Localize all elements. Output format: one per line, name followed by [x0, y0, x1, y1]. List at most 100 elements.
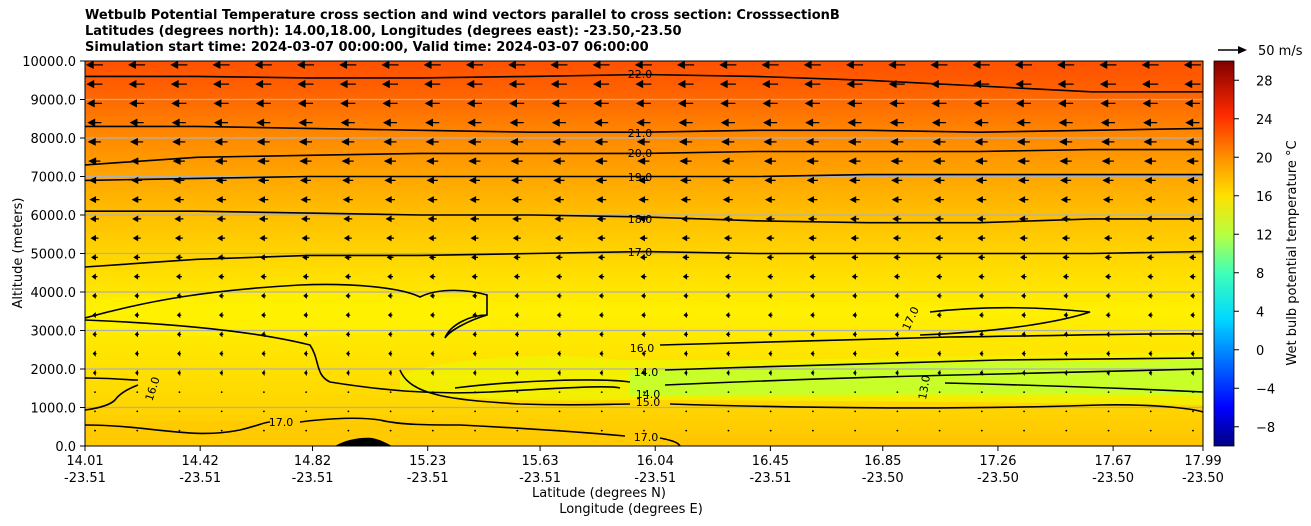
wind-vector [345, 331, 351, 338]
wind-vector [1021, 292, 1027, 299]
wind-vector [510, 157, 523, 165]
wind-vector [806, 176, 818, 184]
wind-vector [431, 410, 434, 413]
wind-vector [1023, 410, 1025, 413]
wind-vector [92, 369, 97, 376]
wind-vector [846, 99, 863, 108]
wind-vector [1014, 61, 1032, 70]
wind-vector [683, 331, 688, 338]
wind-vector [174, 234, 183, 242]
colorbar-tick-label: 8 [1256, 267, 1264, 282]
wind-vector [512, 215, 522, 223]
wind-vector [387, 292, 393, 299]
wind-vector [1023, 429, 1025, 432]
x-tick-lat: 17.67 [1095, 454, 1132, 469]
wind-vector [87, 118, 102, 127]
wind-vector [129, 99, 145, 108]
wind-vector [808, 234, 817, 242]
wind-vector [257, 157, 270, 165]
wind-vector [431, 429, 434, 432]
wind-vector [805, 118, 820, 127]
wind-vector [931, 118, 947, 127]
wind-vector [1149, 429, 1152, 432]
wind-vector [1141, 61, 1159, 70]
wind-vector [551, 99, 567, 108]
wind-vector [635, 99, 651, 108]
wind-vector [1021, 350, 1026, 357]
wind-vector [133, 254, 141, 261]
wind-vector [889, 118, 904, 127]
contour-18 [85, 210, 1203, 224]
wind-vector [218, 312, 224, 319]
wind-vector [1105, 292, 1111, 299]
wind-vector [725, 273, 731, 280]
wind-vector [134, 312, 140, 319]
x-tick-lon: -23.50 [862, 471, 904, 486]
wind-vector [557, 350, 562, 357]
wind-vector [596, 196, 607, 204]
wind-vector [388, 350, 393, 357]
wind-vector [978, 273, 985, 280]
wind-vector [213, 99, 229, 108]
wind-vector [852, 312, 857, 319]
wind-vector [1184, 79, 1201, 89]
wind-vector [303, 369, 308, 376]
x-tick-lon: -23.50 [1182, 471, 1224, 486]
wind-vector [1147, 292, 1153, 299]
x-tick-lon: -23.51 [407, 471, 449, 486]
wind-vector [848, 176, 861, 184]
wind-vector [769, 391, 772, 393]
colorbar-label: Wet bulb potential temperature °C [1285, 140, 1300, 365]
wind-vector [599, 331, 604, 338]
wind-vector [936, 292, 942, 299]
wind-vector [176, 331, 182, 338]
wind-vector [1192, 410, 1194, 413]
wind-vector [298, 137, 313, 146]
wind-vector [637, 157, 650, 165]
wind-vector [769, 410, 772, 413]
wind-vector [678, 118, 693, 127]
wind-vector [720, 118, 735, 127]
wind-vector [305, 391, 308, 393]
wind-vector [762, 99, 778, 108]
wind-vector [344, 273, 351, 280]
wind-vector [600, 391, 603, 393]
wind-vector [551, 118, 566, 127]
wind-vector [1061, 234, 1070, 242]
wind-vector [678, 137, 693, 146]
wind-vector [936, 273, 943, 280]
title-line-1: Wetbulb Potential Temperature cross sect… [85, 8, 840, 23]
wind-vector [727, 391, 730, 393]
wind-vector [1019, 234, 1028, 242]
wind-vector [1058, 99, 1074, 108]
wind-vector [219, 331, 224, 338]
wind-vector [134, 292, 140, 299]
wind-vector [1143, 157, 1157, 165]
wind-vector [643, 391, 645, 393]
x-tick-lat: 17.99 [1184, 454, 1221, 469]
wind-vector [508, 61, 526, 70]
colorbar-tick-label: −4 [1256, 382, 1275, 397]
contour-lines [85, 73, 1203, 268]
wind-vector [1192, 429, 1194, 432]
wind-vector [980, 429, 983, 432]
wind-vector [347, 429, 350, 432]
wind-vector [467, 118, 482, 127]
wind-vector [134, 331, 139, 338]
wind-vector [170, 61, 188, 70]
wind-vector [888, 79, 905, 89]
wind-vector [468, 176, 480, 184]
y-tick-label: 6000.0 [31, 209, 77, 224]
wind-vector [1104, 254, 1112, 261]
wind-vector [510, 137, 524, 146]
wind-vector [594, 157, 608, 165]
wind-vector [178, 429, 181, 432]
wind-vector [895, 350, 899, 357]
wind-vector [255, 99, 271, 108]
y-tick-label: 0.0 [55, 440, 76, 455]
wind-vector [303, 312, 308, 319]
wind-vector [596, 215, 606, 223]
wind-vector [1058, 118, 1073, 127]
wind-vector [467, 137, 481, 146]
wind-vector [933, 176, 945, 184]
